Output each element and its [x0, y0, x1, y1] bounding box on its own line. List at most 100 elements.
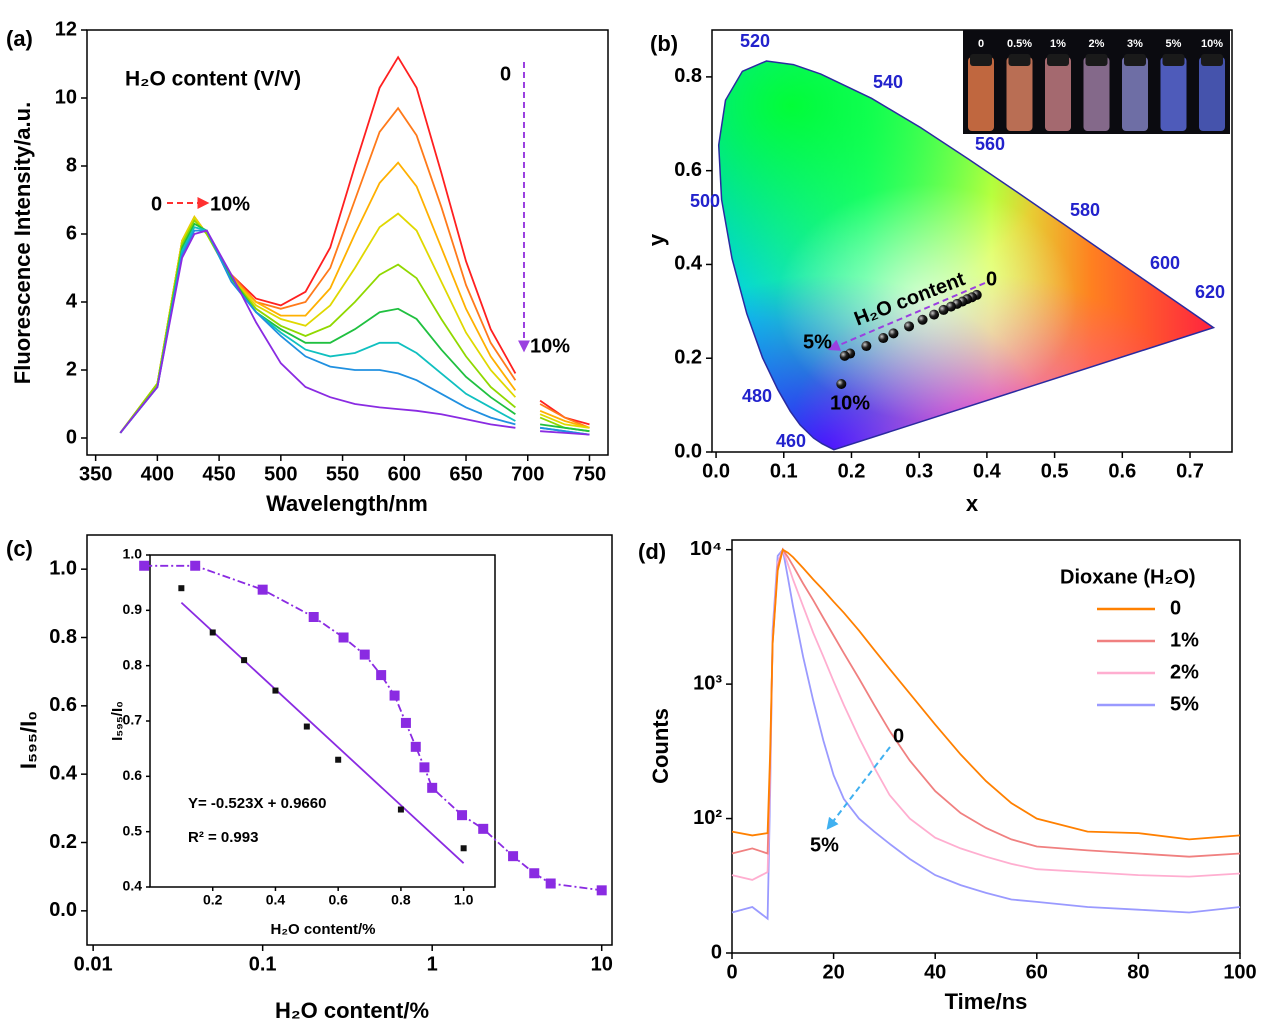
x-tick-label: 450 — [202, 463, 235, 485]
y-axis-label: Fluorescence Intensity/a.u. — [10, 102, 35, 384]
x-tick-label: 0.2 — [838, 460, 866, 482]
y-tick-label: 0 — [711, 941, 722, 963]
x-tick-label: 80 — [1127, 961, 1149, 983]
y-tick-label: 0.9 — [123, 601, 143, 617]
inset-point — [397, 806, 404, 813]
vial-cap — [1047, 54, 1069, 66]
legend-label: 2% — [1170, 661, 1199, 683]
x-axis-label: Time/ns — [945, 989, 1028, 1014]
x-axis-label: x — [966, 491, 979, 516]
cie-point — [904, 321, 915, 332]
legend-label: 1% — [1170, 629, 1199, 651]
annotation: 10% — [530, 335, 570, 357]
ratio-point — [139, 560, 150, 571]
x-tick-label: 350 — [79, 463, 112, 485]
cie-point — [888, 328, 899, 339]
x-tick-label: 600 — [388, 463, 421, 485]
vial — [1199, 57, 1225, 131]
x-tick-label: 550 — [326, 463, 359, 485]
wavelength-label: 600 — [1150, 253, 1180, 273]
ratio-line — [144, 564, 602, 892]
x-tick-label: 0.0 — [702, 460, 730, 482]
vial-cap — [1085, 54, 1108, 66]
decay-line — [731, 548, 1241, 841]
decay-line — [731, 547, 1241, 858]
wavelength-label: 620 — [1195, 282, 1225, 302]
x-tick-label: 0.4 — [266, 892, 286, 908]
wavelength-label: 560 — [975, 134, 1005, 154]
vial — [1122, 57, 1148, 131]
vial — [1083, 57, 1110, 131]
y-tick-label: 4 — [66, 290, 78, 312]
x-tick-label: 750 — [573, 463, 606, 485]
wavelength-label: 480 — [742, 386, 772, 406]
y-tick-label: 0.6 — [49, 694, 77, 716]
plot-frame — [149, 554, 496, 888]
y-tick-label: 1.0 — [123, 546, 143, 562]
x-tick-label: 0.3 — [905, 460, 933, 482]
x-tick-label: 0.5 — [1041, 460, 1069, 482]
inset-point — [460, 845, 467, 852]
cie-point — [938, 304, 949, 315]
ratio-point — [376, 670, 387, 681]
decay-line — [731, 547, 1241, 881]
vial-cap — [970, 54, 992, 66]
vial-label: 3% — [1127, 38, 1143, 50]
y-tick-label: 0.2 — [674, 347, 702, 369]
vial-label: 2% — [1089, 38, 1105, 50]
x-tick-label: 650 — [449, 463, 482, 485]
y-tick-label: 12 — [55, 18, 77, 40]
ratio-point — [257, 584, 268, 595]
x-tick-label: 500 — [264, 463, 297, 485]
ratio-point — [596, 885, 607, 896]
y-tick-label: 0 — [66, 426, 77, 448]
x-tick-label: 400 — [141, 463, 174, 485]
y-axis-label: I₅₉₅/I₀ — [16, 711, 41, 769]
annotation: R² = 0.993 — [188, 829, 258, 846]
x-tick-label: 60 — [1026, 961, 1048, 983]
y-tick-label: 10 — [55, 86, 77, 108]
legend-label: 0 — [1170, 597, 1181, 619]
y-tick-label: 2 — [66, 358, 77, 380]
x-tick-label: 0.6 — [328, 892, 348, 908]
vial-label: 10% — [1201, 38, 1223, 50]
vial — [1006, 57, 1033, 131]
vial-cap — [1008, 54, 1031, 66]
x-tick-label: 40 — [924, 961, 946, 983]
inset-point — [209, 629, 216, 636]
y-tick-label: 0.4 — [674, 253, 703, 275]
inset-point — [272, 687, 279, 694]
spectrum-line — [119, 222, 590, 434]
vial — [1045, 57, 1071, 131]
spectrum-line — [119, 106, 590, 434]
panel-label: (b) — [650, 31, 678, 56]
ratio-point — [338, 632, 349, 643]
wavelength-label: 580 — [1070, 200, 1100, 220]
x-tick-label: 0.6 — [1108, 460, 1136, 482]
annotation: 0 — [893, 725, 904, 747]
annotation: 0 — [986, 268, 997, 290]
annotation: 5% — [803, 331, 832, 353]
x-tick-label: 0.2 — [203, 892, 223, 908]
vial-cap — [1201, 54, 1223, 66]
y-tick-label: 0.6 — [674, 159, 702, 181]
x-tick-label: 20 — [822, 961, 844, 983]
spectrum-line — [119, 218, 590, 434]
vial — [1160, 57, 1187, 131]
cie-point — [946, 301, 957, 312]
plot-frame — [731, 539, 1241, 954]
y-tick-label: 10² — [693, 807, 722, 829]
arrow — [827, 282, 986, 351]
x-tick-label: 10 — [591, 953, 613, 975]
vial-cap — [1162, 54, 1185, 66]
inset-point — [335, 756, 342, 763]
inset-point — [241, 657, 248, 664]
annotation: 0 — [500, 63, 511, 85]
y-tick-label: 0.7 — [123, 712, 143, 728]
annotation: H₂O content (V/V) — [125, 68, 301, 91]
ratio-point — [410, 741, 421, 752]
x-tick-label: 0.1 — [249, 953, 277, 975]
annotation: 5% — [810, 834, 839, 856]
y-tick-label: 6 — [66, 222, 77, 244]
